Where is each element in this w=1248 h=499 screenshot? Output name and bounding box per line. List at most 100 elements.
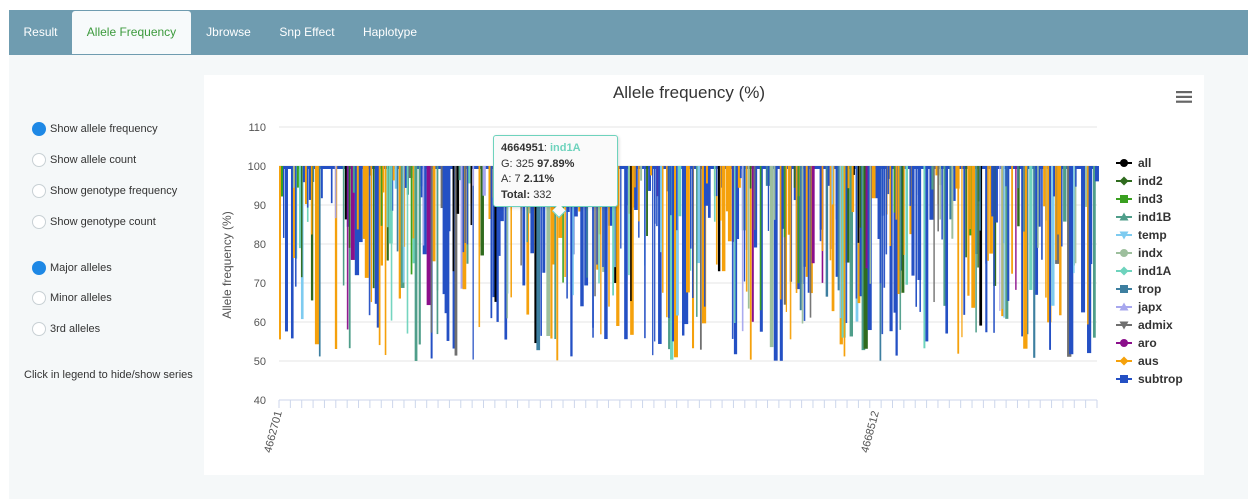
series-subtrop-bar bbox=[731, 166, 734, 339]
point-tooltip: 4664951: ind1A G: 325 97.89% A: 7 2.11% … bbox=[493, 135, 618, 207]
series-ind3-bar bbox=[893, 166, 896, 213]
series-aus-bar bbox=[638, 166, 640, 222]
series-ind3-bar bbox=[296, 166, 299, 188]
series-subtrop-bar bbox=[963, 166, 966, 315]
series-aus-bar bbox=[432, 166, 436, 262]
series-aus-bar bbox=[1087, 166, 1089, 325]
legend-item-ind1A[interactable]: ind1A bbox=[1116, 264, 1172, 278]
series-trop-bar bbox=[318, 166, 321, 357]
legend-item-trop[interactable]: trop bbox=[1116, 282, 1161, 296]
series-subtrop-bar bbox=[703, 166, 706, 307]
series-ind2-bar bbox=[300, 166, 303, 278]
legend-item-ind3[interactable]: ind3 bbox=[1116, 192, 1163, 206]
series-subtrop-bar bbox=[845, 166, 848, 324]
legend-item-subtrop[interactable]: subtrop bbox=[1116, 372, 1183, 386]
series-trop-bar bbox=[799, 166, 802, 311]
series-subtrop-bar bbox=[819, 166, 824, 230]
series-aus-bar bbox=[715, 166, 718, 265]
series-all-bar bbox=[630, 166, 632, 302]
radio-dot bbox=[32, 184, 46, 198]
series-subtrop-bar bbox=[624, 166, 628, 340]
series-aus-bar bbox=[398, 166, 401, 299]
series-ind1A-bar bbox=[1029, 166, 1033, 290]
series-subtrop-bar bbox=[658, 166, 662, 344]
tab-result[interactable]: Result bbox=[23, 25, 58, 39]
series-subtrop-bar bbox=[803, 166, 806, 321]
series-ind1A-bar bbox=[390, 166, 393, 321]
series-admix-bar bbox=[594, 166, 596, 297]
legend-marker bbox=[1119, 176, 1129, 186]
series-aus-bar bbox=[564, 166, 566, 277]
series-indx-bar bbox=[977, 166, 981, 202]
series-indx-bar bbox=[1037, 166, 1039, 248]
series-ind1B-bar bbox=[458, 166, 463, 181]
series-subtrop-bar bbox=[376, 166, 380, 328]
series-all-bar bbox=[494, 166, 497, 302]
series-subtrop-bar bbox=[584, 166, 589, 286]
series-subtrop-bar bbox=[877, 166, 881, 239]
tab-allele-frequency[interactable]: Allele Frequency bbox=[72, 11, 191, 54]
series-subtrop-bar bbox=[1087, 166, 1092, 354]
legend-label: trop bbox=[1138, 282, 1161, 296]
chart-menu-button[interactable] bbox=[1176, 91, 1192, 103]
legend-item-indx[interactable]: indx bbox=[1116, 246, 1163, 260]
series-ind1A-bar bbox=[713, 166, 716, 222]
y-tick-label: 60 bbox=[254, 317, 266, 329]
legend-label: ind2 bbox=[1138, 174, 1163, 188]
series-aro-bar bbox=[731, 166, 736, 242]
series-aus-bar bbox=[1057, 166, 1060, 235]
legend-item-aus[interactable]: aus bbox=[1116, 354, 1159, 368]
series-admix-bar bbox=[454, 166, 458, 356]
legend-marker bbox=[1119, 356, 1129, 366]
series-aro-bar bbox=[656, 166, 660, 197]
series-ind1A-bar bbox=[733, 166, 736, 323]
series-indx-bar bbox=[769, 166, 774, 348]
series-subtrop-bar bbox=[358, 166, 363, 243]
legend-item-aro[interactable]: aro bbox=[1116, 336, 1157, 350]
series-ind3-bar bbox=[797, 166, 800, 284]
tooltip-line: G: 325 97.89% bbox=[501, 157, 610, 173]
series-subtrop-bar bbox=[596, 166, 598, 265]
series-temp-bar bbox=[614, 166, 616, 268]
series-aus-bar bbox=[304, 166, 308, 205]
series-subtrop-bar bbox=[985, 166, 987, 264]
legend-item-ind2[interactable]: ind2 bbox=[1116, 174, 1163, 188]
series-aus-bar bbox=[745, 166, 748, 292]
series-subtrop-bar bbox=[773, 166, 778, 361]
series-subtrop-bar bbox=[879, 166, 882, 284]
series-subtrop-bar bbox=[346, 166, 351, 227]
series-ind1A-bar bbox=[628, 166, 630, 276]
series-ind3-bar bbox=[380, 166, 383, 226]
series-aus-bar bbox=[987, 166, 989, 261]
series-ind1B-bar bbox=[943, 166, 948, 306]
tab-jbrowse[interactable]: Jbrowse bbox=[206, 25, 251, 39]
series-subtrop-bar bbox=[1091, 166, 1093, 265]
series-ind1B-bar bbox=[352, 166, 357, 193]
series-indx-bar bbox=[939, 166, 941, 220]
legend-item-all[interactable]: all bbox=[1116, 156, 1151, 170]
series-subtrop-bar bbox=[1035, 166, 1039, 295]
tooltip-percent: 97.89% bbox=[537, 157, 575, 170]
legend-item-japx[interactable]: japx bbox=[1116, 300, 1162, 314]
series-subtrop-bar bbox=[835, 166, 838, 220]
legend-item-ind1B[interactable]: ind1B bbox=[1116, 210, 1172, 224]
series-japx-bar bbox=[472, 166, 475, 186]
tab-snp-effect[interactable]: Snp Effect bbox=[279, 25, 335, 39]
y-axis-label: Allele frequency (%) bbox=[220, 211, 234, 318]
series-aro-bar bbox=[811, 166, 815, 264]
series-temp-bar bbox=[402, 166, 405, 283]
series-ind1B-bar bbox=[554, 166, 557, 339]
series-aus-bar bbox=[805, 166, 809, 277]
series-subtrop-bar bbox=[793, 166, 798, 201]
legend-item-temp[interactable]: temp bbox=[1116, 228, 1167, 242]
legend-item-admix[interactable]: admix bbox=[1116, 318, 1173, 332]
series-admix-bar bbox=[520, 166, 522, 266]
series-aus-bar bbox=[392, 166, 395, 181]
tab-haplotype[interactable]: Haplotype bbox=[362, 25, 418, 39]
series-aus-bar bbox=[279, 166, 281, 340]
radio-label: Show genotype count bbox=[50, 216, 156, 228]
series-subtrop-bar bbox=[670, 166, 672, 216]
series-subtrop-bar bbox=[446, 166, 450, 341]
series-ind1A-bar bbox=[670, 166, 674, 360]
radio-dot bbox=[32, 153, 46, 167]
